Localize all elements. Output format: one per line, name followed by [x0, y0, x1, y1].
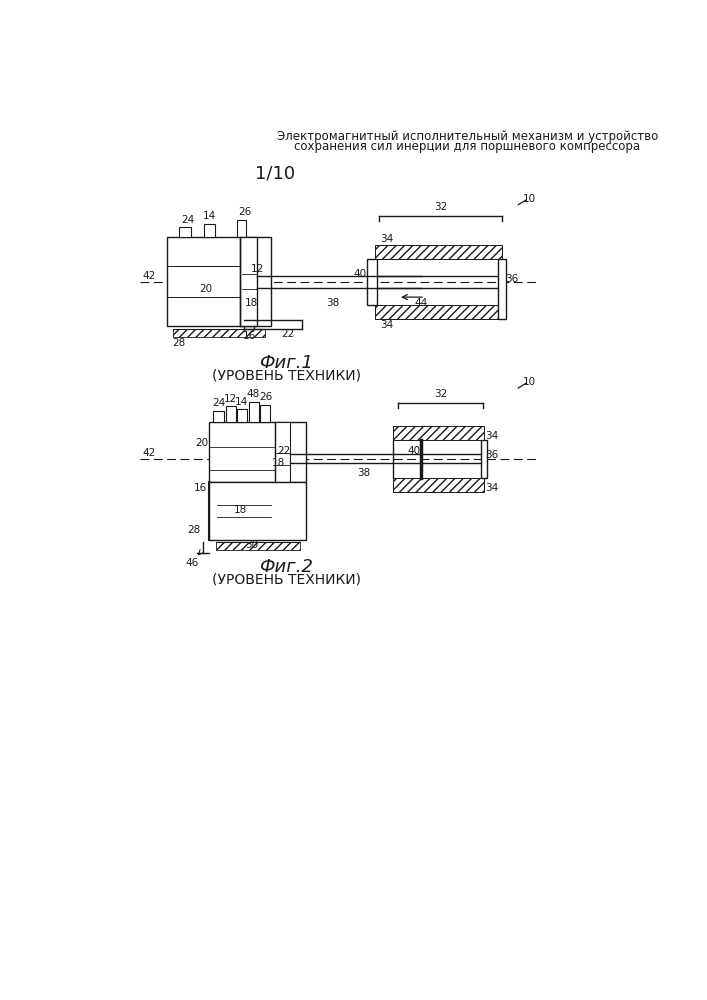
Text: 36: 36 [486, 450, 498, 460]
Text: 26: 26 [238, 207, 252, 217]
Text: 12: 12 [223, 394, 237, 404]
Bar [260, 405, 269, 422]
Text: (УРОВЕНЬ ТЕХНИКИ): (УРОВЕНЬ ТЕХНИКИ) [212, 369, 361, 383]
Text: 34: 34 [486, 483, 498, 493]
Text: 12: 12 [251, 264, 264, 274]
Bar [249, 402, 259, 422]
Text: 38: 38 [357, 468, 370, 478]
Bar [393, 478, 484, 492]
Bar [393, 426, 484, 440]
Text: 46: 46 [185, 558, 199, 568]
Text: 34: 34 [380, 320, 393, 330]
Bar [226, 406, 235, 422]
Text: 26: 26 [259, 392, 272, 402]
Text: 14: 14 [235, 397, 248, 407]
Text: 10: 10 [522, 377, 536, 387]
Text: сохранения сил инерции для поршневого компрессора: сохранения сил инерции для поршневого ко… [294, 140, 641, 153]
Bar [179, 227, 191, 237]
Text: Фиг.1: Фиг.1 [259, 354, 313, 372]
Bar [209, 482, 305, 540]
Text: 22: 22 [278, 446, 291, 456]
Bar [375, 245, 502, 259]
Text: (УРОВЕНЬ ТЕХНИКИ): (УРОВЕНЬ ТЕХНИКИ) [212, 573, 361, 587]
Text: 38: 38 [326, 298, 339, 308]
Bar [238, 409, 247, 422]
Bar [240, 237, 257, 326]
Bar [173, 329, 265, 337]
Text: 18: 18 [272, 458, 286, 468]
Bar [498, 259, 506, 319]
Text: 28: 28 [172, 338, 185, 348]
Text: 32: 32 [434, 389, 447, 399]
Bar [209, 422, 305, 482]
Bar [216, 542, 300, 550]
Text: 40: 40 [353, 269, 366, 279]
Text: 30: 30 [245, 540, 258, 550]
Bar [204, 224, 215, 237]
Bar [275, 422, 291, 482]
Text: Электромагнитный исполнительный механизм и устройство: Электромагнитный исполнительный механизм… [277, 130, 658, 143]
Text: 34: 34 [486, 431, 498, 441]
Text: 18: 18 [234, 505, 247, 515]
Text: 22: 22 [281, 329, 295, 339]
Text: 42: 42 [142, 448, 156, 458]
Text: 24: 24 [212, 398, 226, 408]
Text: 32: 32 [434, 202, 447, 212]
Text: 20: 20 [199, 284, 212, 294]
Bar [167, 237, 271, 326]
Bar [481, 440, 487, 478]
Text: 36: 36 [506, 274, 519, 284]
Bar [238, 220, 247, 237]
Text: 24: 24 [181, 215, 194, 225]
Text: 18: 18 [245, 298, 257, 308]
Text: 48: 48 [247, 389, 260, 399]
Text: 42: 42 [142, 271, 156, 281]
Text: 10: 10 [522, 194, 536, 204]
Bar [368, 259, 377, 305]
Text: 20: 20 [195, 438, 209, 448]
Text: 14: 14 [203, 211, 216, 221]
Text: 40: 40 [407, 446, 420, 456]
Bar [214, 411, 224, 422]
Text: 16: 16 [243, 331, 256, 341]
Text: 34: 34 [380, 234, 393, 244]
Text: 28: 28 [187, 525, 201, 535]
Bar [375, 305, 502, 319]
Text: Фиг.2: Фиг.2 [259, 558, 313, 576]
Text: 1/10: 1/10 [255, 165, 295, 183]
Text: 16: 16 [194, 483, 207, 493]
Text: 44: 44 [414, 298, 428, 308]
